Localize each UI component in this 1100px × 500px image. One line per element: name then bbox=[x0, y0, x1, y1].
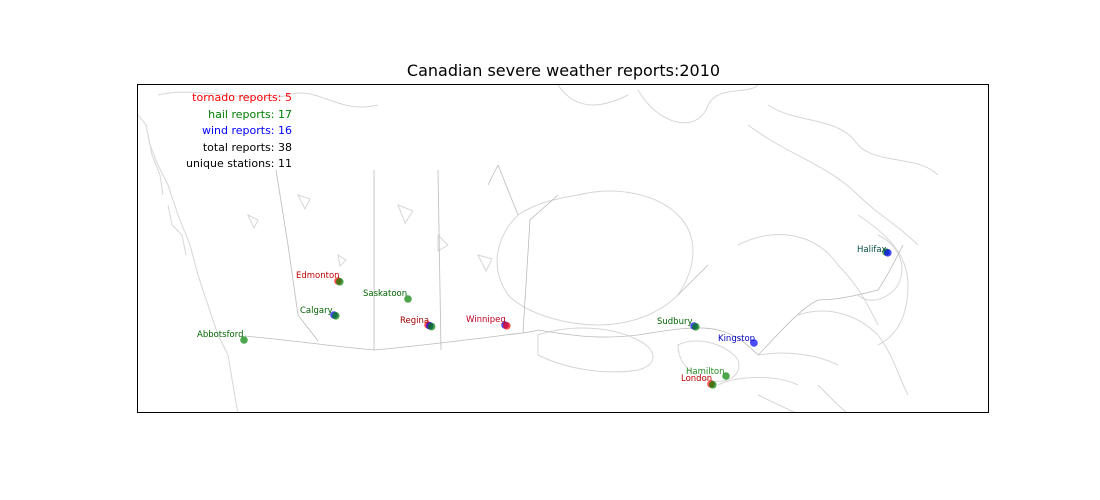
station-winnipeg[interactable]: Winnipeg bbox=[466, 315, 511, 330]
station-label: Winnipeg bbox=[466, 315, 506, 325]
land-outlines bbox=[138, 85, 939, 412]
stat-line: wind reports: 16 bbox=[201, 124, 292, 137]
stat-line: hail reports: 17 bbox=[208, 107, 292, 121]
station-hamilton[interactable]: Hamilton bbox=[686, 367, 730, 380]
station-abbotsford[interactable]: Abbotsford bbox=[197, 330, 248, 344]
station-label: Saskatoon bbox=[363, 289, 407, 299]
station-calgary[interactable]: Calgary bbox=[300, 306, 340, 320]
station-saskatoon[interactable]: Saskatoon bbox=[363, 289, 412, 303]
station-halifax[interactable]: Halifax bbox=[857, 245, 892, 257]
station-label: Edmonton bbox=[296, 271, 340, 281]
wind-report-marker[interactable] bbox=[884, 249, 892, 257]
station-label: Calgary bbox=[300, 306, 333, 316]
station-label: Abbotsford bbox=[197, 330, 244, 340]
wind-report-marker[interactable] bbox=[750, 339, 758, 347]
stat-line: tornado reports: 5 bbox=[192, 91, 292, 104]
station-edmonton[interactable]: Edmonton bbox=[296, 271, 344, 286]
map-frame: Edmonton Saskatoon Calgary Abbotsford Regina… bbox=[137, 84, 989, 413]
station-label: Sudbury bbox=[657, 317, 693, 327]
map-title: Canadian severe weather reports:2010 bbox=[406, 61, 721, 80]
stat-line: unique stations: 11 bbox=[185, 157, 292, 170]
tornado-report-marker[interactable] bbox=[503, 322, 511, 330]
hail-report-marker[interactable] bbox=[404, 295, 412, 303]
hail-report-marker[interactable] bbox=[332, 312, 340, 320]
hail-report-marker[interactable] bbox=[722, 372, 730, 380]
hail-report-marker[interactable] bbox=[709, 381, 717, 389]
hail-report-marker[interactable] bbox=[427, 322, 436, 331]
canada-map: Edmonton Saskatoon Calgary Abbotsford Regina… bbox=[138, 85, 939, 412]
hail-report-marker[interactable] bbox=[240, 336, 248, 344]
station-kingstop[interactable]: Kingstop bbox=[718, 334, 758, 347]
station-label: Regina bbox=[400, 316, 429, 326]
hail-report-marker[interactable] bbox=[336, 278, 344, 286]
station-sudbury[interactable]: Sudbury bbox=[657, 317, 700, 331]
report-stats: tornado reports: 5 hail reports: 17 wind r… bbox=[138, 91, 292, 171]
station-label: Kingstop bbox=[718, 334, 755, 344]
station-label: Halifax bbox=[857, 245, 887, 255]
station-regina[interactable]: Regina bbox=[400, 316, 436, 331]
station-london[interactable]: London bbox=[681, 374, 717, 389]
station-label: Hamilton bbox=[686, 367, 725, 377]
stat-line: total reports: 38 bbox=[202, 140, 292, 154]
station-label: London bbox=[681, 374, 712, 384]
province-borders bbox=[244, 164, 904, 356]
hail-report-marker[interactable] bbox=[692, 323, 700, 331]
